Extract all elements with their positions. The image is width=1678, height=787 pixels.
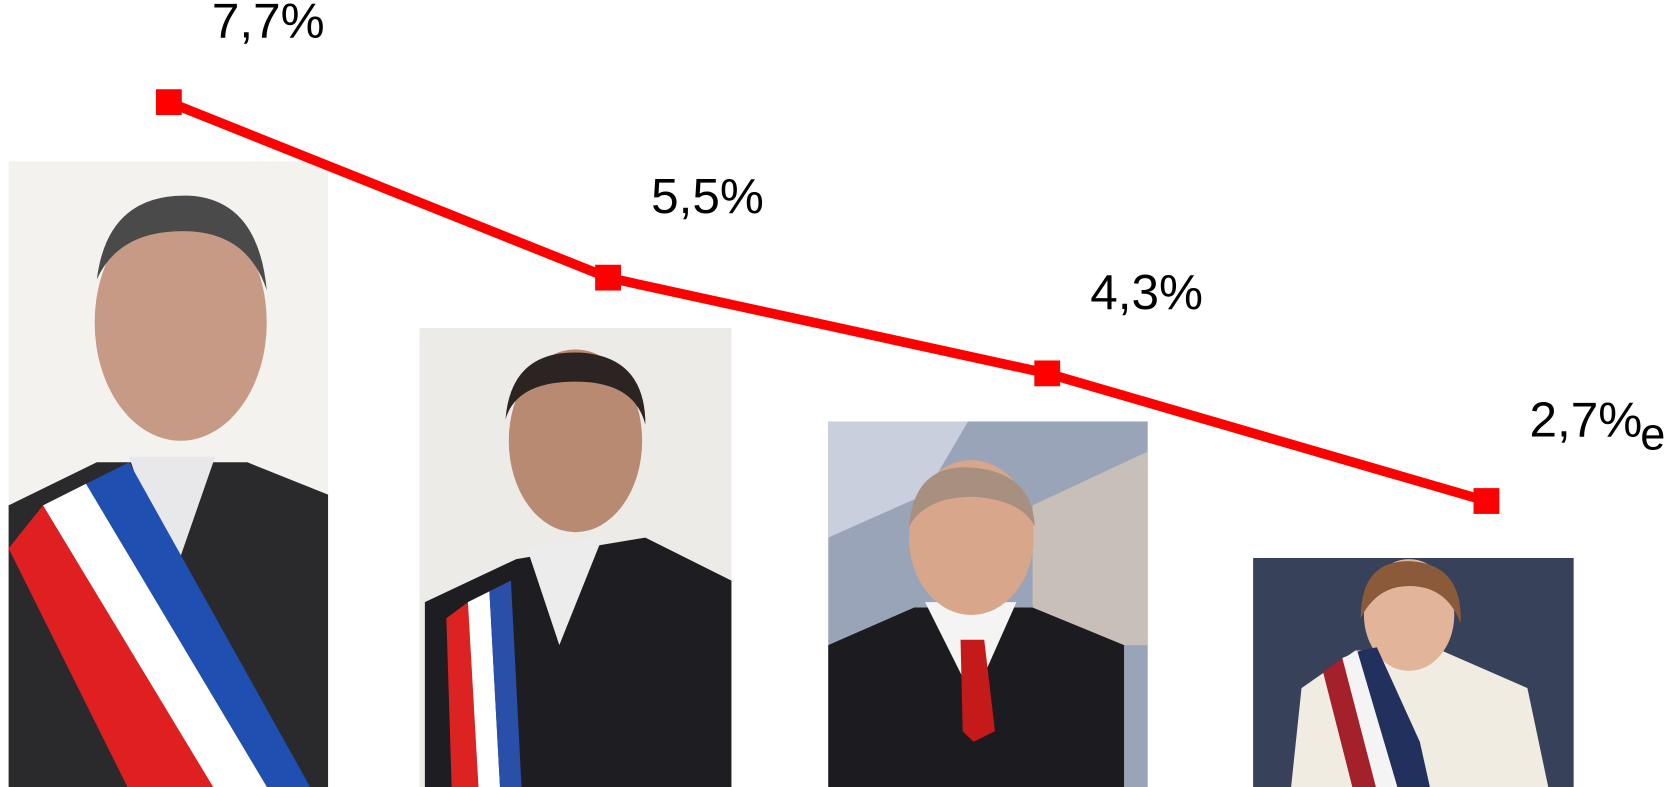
line bbox=[167, 97, 1488, 506]
annotation: e bbox=[1640, 408, 1665, 459]
photo bbox=[828, 421, 1148, 787]
marker bbox=[1034, 360, 1061, 387]
data-label: 7,7% bbox=[212, 0, 325, 49]
marker bbox=[155, 89, 182, 116]
marker bbox=[1473, 488, 1500, 514]
photo bbox=[419, 327, 732, 787]
data-label: 4,3% bbox=[1090, 265, 1203, 320]
marker bbox=[595, 264, 621, 291]
photo bbox=[8, 161, 329, 787]
data-label: 2,7% bbox=[1529, 393, 1642, 448]
data-label: 5,5% bbox=[651, 169, 764, 224]
photo bbox=[1253, 557, 1574, 787]
